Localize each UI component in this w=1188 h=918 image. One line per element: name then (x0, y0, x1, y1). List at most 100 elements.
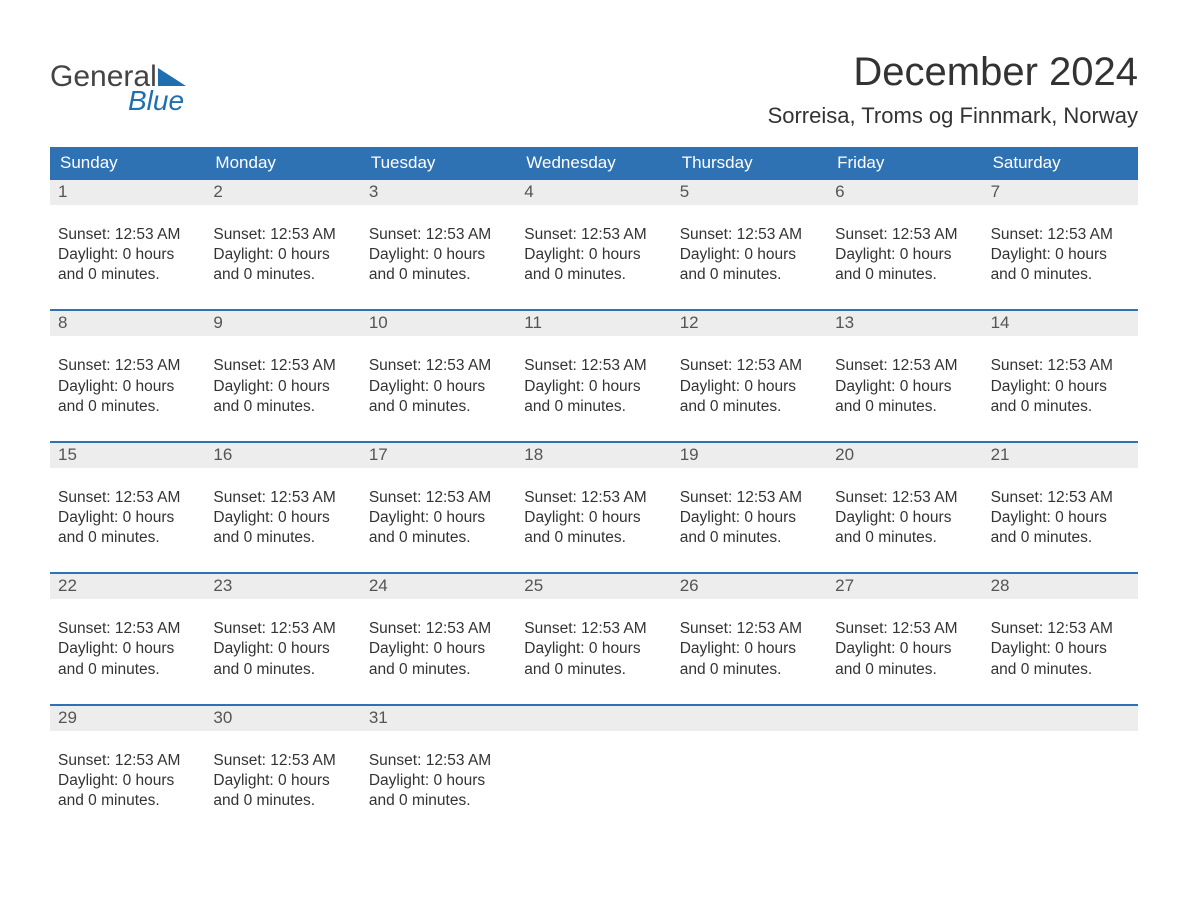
daynum-row: 22232425262728 (50, 574, 1138, 599)
daynum-row: 1234567 (50, 180, 1138, 205)
daylight-line-1: Daylight: 0 hours (991, 377, 1130, 397)
daylight-line-1: Daylight: 0 hours (991, 639, 1130, 659)
day-number (983, 706, 1138, 731)
day-header-thursday: Thursday (672, 147, 827, 180)
sunset-line: Sunset: 12:53 AM (213, 751, 352, 771)
sunset-line: Sunset: 12:53 AM (835, 356, 974, 376)
daylight-line-2: and 0 minutes. (835, 528, 974, 548)
daylight-line-1: Daylight: 0 hours (58, 508, 197, 528)
calendar-cell: Sunset: 12:53 AMDaylight: 0 hoursand 0 m… (50, 336, 205, 440)
sunset-line: Sunset: 12:53 AM (58, 751, 197, 771)
title-block: December 2024 Sorreisa, Troms og Finnmar… (768, 50, 1138, 143)
logo-blue-text: Blue (128, 85, 184, 116)
daylight-line-2: and 0 minutes. (58, 528, 197, 548)
daylight-line-1: Daylight: 0 hours (680, 245, 819, 265)
day-number (827, 706, 982, 731)
calendar-cell: Sunset: 12:53 AMDaylight: 0 hoursand 0 m… (983, 336, 1138, 440)
sunset-line: Sunset: 12:53 AM (680, 356, 819, 376)
sunset-line: Sunset: 12:53 AM (835, 488, 974, 508)
weeks-container: 1234567Sunset: 12:53 AMDaylight: 0 hours… (50, 180, 1138, 835)
daylight-line-2: and 0 minutes. (213, 397, 352, 417)
sunset-line: Sunset: 12:53 AM (58, 356, 197, 376)
sunset-line: Sunset: 12:53 AM (369, 488, 508, 508)
day-number: 7 (983, 180, 1138, 205)
daylight-line-2: and 0 minutes. (369, 528, 508, 548)
calendar-cell: Sunset: 12:53 AMDaylight: 0 hoursand 0 m… (827, 468, 982, 572)
daylight-line-1: Daylight: 0 hours (369, 771, 508, 791)
daylight-line-2: and 0 minutes. (524, 397, 663, 417)
daynum-row: 15161718192021 (50, 443, 1138, 468)
daylight-line-2: and 0 minutes. (58, 660, 197, 680)
day-header-friday: Friday (827, 147, 982, 180)
calendar-cell: Sunset: 12:53 AMDaylight: 0 hoursand 0 m… (672, 336, 827, 440)
day-number: 12 (672, 311, 827, 336)
daylight-line-2: and 0 minutes. (58, 397, 197, 417)
calendar-cell: Sunset: 12:53 AMDaylight: 0 hoursand 0 m… (50, 205, 205, 309)
calendar-cell (516, 731, 671, 835)
sunset-line: Sunset: 12:53 AM (991, 225, 1130, 245)
day-number: 15 (50, 443, 205, 468)
daylight-line-2: and 0 minutes. (524, 660, 663, 680)
sunset-line: Sunset: 12:53 AM (58, 225, 197, 245)
calendar-cell: Sunset: 12:53 AMDaylight: 0 hoursand 0 m… (516, 336, 671, 440)
calendar-cell (827, 731, 982, 835)
day-header-wednesday: Wednesday (516, 147, 671, 180)
calendar-cell: Sunset: 12:53 AMDaylight: 0 hoursand 0 m… (361, 205, 516, 309)
daylight-line-2: and 0 minutes. (680, 265, 819, 285)
sunset-line: Sunset: 12:53 AM (524, 488, 663, 508)
daylight-line-1: Daylight: 0 hours (991, 245, 1130, 265)
daynum-row: 891011121314 (50, 311, 1138, 336)
calendar-cell: Sunset: 12:53 AMDaylight: 0 hoursand 0 m… (516, 599, 671, 703)
daylight-line-1: Daylight: 0 hours (991, 508, 1130, 528)
daylight-line-2: and 0 minutes. (369, 791, 508, 811)
day-number: 26 (672, 574, 827, 599)
day-number: 3 (361, 180, 516, 205)
calendar-cell: Sunset: 12:53 AMDaylight: 0 hoursand 0 m… (205, 731, 360, 835)
day-header-sunday: Sunday (50, 147, 205, 180)
sunset-line: Sunset: 12:53 AM (524, 619, 663, 639)
day-number: 21 (983, 443, 1138, 468)
sunset-line: Sunset: 12:53 AM (835, 619, 974, 639)
calendar-cell: Sunset: 12:53 AMDaylight: 0 hoursand 0 m… (672, 468, 827, 572)
calendar-cell: Sunset: 12:53 AMDaylight: 0 hoursand 0 m… (516, 468, 671, 572)
day-number: 1 (50, 180, 205, 205)
sunset-line: Sunset: 12:53 AM (835, 225, 974, 245)
daylight-line-2: and 0 minutes. (213, 660, 352, 680)
calendar-cell: Sunset: 12:53 AMDaylight: 0 hoursand 0 m… (205, 468, 360, 572)
daylight-line-1: Daylight: 0 hours (58, 245, 197, 265)
daylight-line-2: and 0 minutes. (524, 265, 663, 285)
sunset-line: Sunset: 12:53 AM (680, 619, 819, 639)
calendar-cell (983, 731, 1138, 835)
sunset-line: Sunset: 12:53 AM (369, 619, 508, 639)
daylight-line-2: and 0 minutes. (213, 791, 352, 811)
sunset-line: Sunset: 12:53 AM (369, 225, 508, 245)
daylight-line-2: and 0 minutes. (991, 397, 1130, 417)
brand-logo: General Blue (50, 60, 210, 116)
day-number: 22 (50, 574, 205, 599)
sunset-line: Sunset: 12:53 AM (991, 488, 1130, 508)
calendar-cell: Sunset: 12:53 AMDaylight: 0 hoursand 0 m… (50, 599, 205, 703)
calendar-cell: Sunset: 12:53 AMDaylight: 0 hoursand 0 m… (827, 336, 982, 440)
daylight-line-1: Daylight: 0 hours (213, 377, 352, 397)
daylight-line-1: Daylight: 0 hours (213, 508, 352, 528)
day-number: 5 (672, 180, 827, 205)
sunset-line: Sunset: 12:53 AM (213, 356, 352, 376)
daylight-line-2: and 0 minutes. (835, 397, 974, 417)
daylight-line-2: and 0 minutes. (213, 528, 352, 548)
day-number: 13 (827, 311, 982, 336)
daylight-line-1: Daylight: 0 hours (369, 639, 508, 659)
daylight-line-1: Daylight: 0 hours (835, 377, 974, 397)
day-number: 6 (827, 180, 982, 205)
daylight-line-2: and 0 minutes. (680, 528, 819, 548)
day-number: 23 (205, 574, 360, 599)
day-number: 25 (516, 574, 671, 599)
daylight-line-1: Daylight: 0 hours (213, 771, 352, 791)
calendar-cell: Sunset: 12:53 AMDaylight: 0 hoursand 0 m… (983, 205, 1138, 309)
calendar-cell: Sunset: 12:53 AMDaylight: 0 hoursand 0 m… (205, 599, 360, 703)
location-subtitle: Sorreisa, Troms og Finnmark, Norway (768, 103, 1138, 129)
sunset-line: Sunset: 12:53 AM (369, 356, 508, 376)
daylight-line-2: and 0 minutes. (680, 660, 819, 680)
day-number: 16 (205, 443, 360, 468)
daylight-line-1: Daylight: 0 hours (835, 508, 974, 528)
sunset-line: Sunset: 12:53 AM (58, 488, 197, 508)
